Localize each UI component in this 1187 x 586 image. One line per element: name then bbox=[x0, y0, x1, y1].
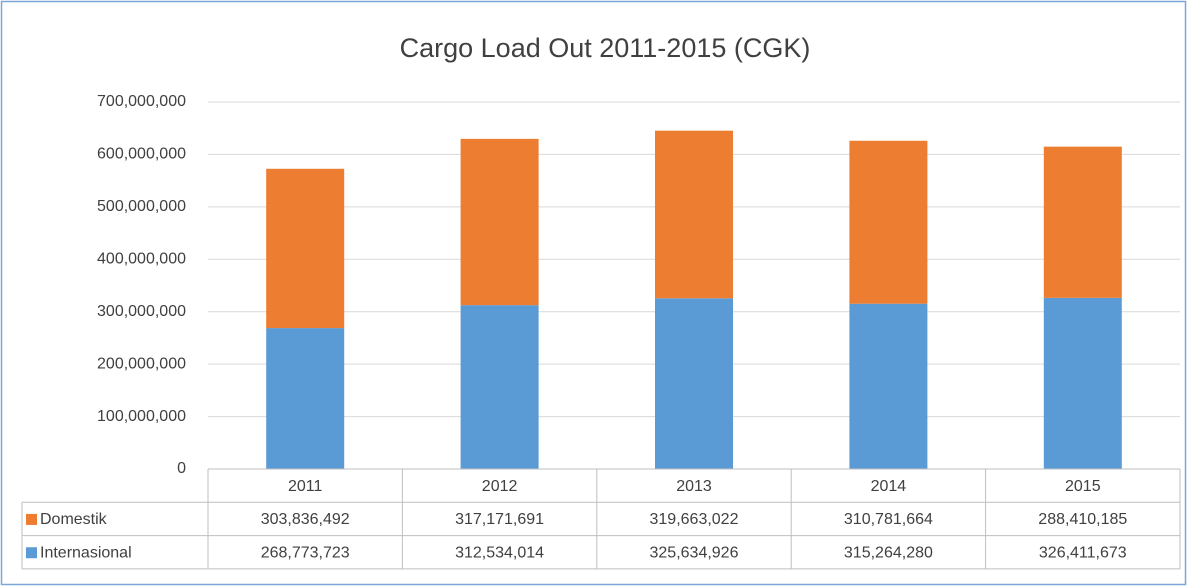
y-tick-label: 300,000,000 bbox=[97, 303, 186, 320]
table-value: 303,836,492 bbox=[261, 511, 350, 528]
bar bbox=[266, 168, 345, 329]
table-value: 319,663,022 bbox=[650, 511, 739, 528]
table-value: 288,410,185 bbox=[1038, 511, 1127, 528]
table-value: 310,781,664 bbox=[844, 511, 933, 528]
y-tick-label: 200,000,000 bbox=[97, 355, 186, 372]
y-tick-label: 100,000,000 bbox=[97, 408, 186, 425]
bar bbox=[849, 140, 928, 304]
category-label: 2012 bbox=[482, 478, 518, 495]
y-tick-label: 400,000,000 bbox=[97, 251, 186, 268]
chart-title: Cargo Load Out 2011-2015 (CGK) bbox=[400, 33, 811, 63]
bar bbox=[655, 130, 733, 299]
category-label: 2015 bbox=[1065, 478, 1101, 495]
table-value: 268,773,723 bbox=[261, 544, 350, 561]
y-tick-label: 0 bbox=[177, 460, 186, 477]
category-label: 2013 bbox=[676, 478, 712, 495]
table-value: 315,264,280 bbox=[844, 544, 933, 561]
bar bbox=[460, 305, 539, 469]
table-value: 325,634,926 bbox=[650, 544, 739, 561]
bar bbox=[1043, 146, 1122, 298]
category-label: 2011 bbox=[288, 478, 323, 495]
bar bbox=[1043, 297, 1122, 469]
y-tick-label: 500,000,000 bbox=[97, 198, 186, 215]
legend-label: Internasional bbox=[40, 544, 132, 561]
bar bbox=[460, 138, 539, 306]
table-value: 312,534,014 bbox=[455, 544, 544, 561]
bar bbox=[655, 298, 733, 469]
category-label: 2014 bbox=[871, 478, 907, 495]
table-value: 317,171,691 bbox=[455, 511, 544, 528]
y-tick-label: 600,000,000 bbox=[97, 146, 186, 163]
legend-key bbox=[26, 513, 37, 525]
legend-key bbox=[26, 547, 37, 559]
legend-label: Domestik bbox=[40, 511, 108, 528]
table-value: 326,411,673 bbox=[1039, 544, 1127, 561]
bar bbox=[849, 303, 928, 469]
bar bbox=[266, 328, 345, 469]
y-tick-label: 700,000,000 bbox=[97, 93, 186, 110]
